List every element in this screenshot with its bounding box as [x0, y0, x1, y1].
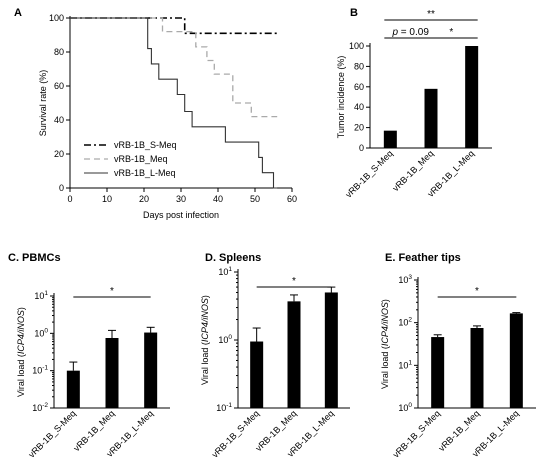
panel-c-bar-chart: C. PBMCs10-210-1100101vRB-1B_S-MeqvRB-1B…: [8, 252, 170, 460]
panel-b-bar: [424, 88, 438, 148]
panel-b-bar-chart: B020406080100vRB-1B_S-MeqvRB-1B_MeqvRB-1…: [336, 7, 492, 200]
panel-a-series-line: [70, 17, 278, 118]
panel-e-y-tick-label: 100: [398, 402, 412, 413]
panel-e-x-tick-label: vRB-1B_S-Meq: [391, 408, 442, 459]
panel-c-bar: [105, 337, 119, 408]
panel-d-y-axis-title: Viral load (ICP4/iNOS): [200, 295, 210, 385]
panel-b-y-axis-title: Tumor incidence (%): [336, 56, 346, 139]
panel-d-y-tick-label: 100: [218, 334, 232, 345]
panel-a-x-tick-label: 60: [287, 194, 297, 204]
panel-a-survival-chart: A 0 20 40 60 80 100 0 10 20 30 40 50 60 Days post infe…: [14, 7, 297, 220]
panel-a-legend-label: vRB-1B_S-Meq: [114, 140, 177, 150]
panel-d-bar-chart: D. Spleens10-1100101vRB-1B_S-MeqvRB-1B_M…: [200, 252, 350, 460]
panel-a-x-tick-label: 30: [176, 194, 186, 204]
panel-b-x-tick-label: vRB-1B_S-Meq: [343, 148, 394, 199]
panel-e-y-tick-label: 101: [398, 359, 412, 370]
panel-a-x-tick-label: 0: [67, 194, 72, 204]
panel-d-bar: [250, 341, 264, 408]
panel-d-x-tick-label: vRB-1B_S-Meq: [210, 408, 261, 459]
panel-b-y-tick-label: 0: [359, 143, 364, 153]
panel-b-x-tick-label: vRB-1B_Meq: [390, 148, 435, 193]
panel-c-y-tick-label: 100: [34, 327, 48, 338]
panel-a-letter: A: [14, 7, 22, 19]
panel-a-y-axis-title: Survival rate (%): [38, 70, 48, 137]
panel-a-y-tick-label: 100: [49, 13, 64, 23]
panel-c-y-tick-label: 10-1: [32, 365, 48, 376]
panel-b-significance-label: p = 0.09: [391, 27, 429, 38]
panel-d-bar: [287, 301, 301, 408]
panel-a-y-tick-label: 0: [59, 183, 64, 193]
panel-e-y-tick-label: 102: [398, 317, 412, 328]
panel-d-title: D. Spleens: [205, 252, 261, 264]
panel-c-bar: [66, 370, 80, 408]
panel-c-y-tick-label: 101: [34, 290, 48, 301]
panel-d-y-tick-label: 10-1: [216, 402, 232, 413]
panel-c-bar: [144, 332, 158, 408]
panel-a-y-tick-label: 40: [54, 115, 64, 125]
panel-d-y-tick-label: 101: [218, 266, 232, 277]
panel-d-significance-label: *: [292, 276, 296, 287]
panel-c-y-axis-title: Viral load (ICP4/iNOS): [16, 307, 26, 397]
panel-b-bar: [383, 130, 397, 148]
panel-b-y-tick-label: 60: [354, 82, 364, 92]
panel-a-x-tick-label: 50: [250, 194, 260, 204]
panel-c-significance-label: *: [110, 286, 114, 297]
panel-c-title: C. PBMCs: [8, 252, 61, 264]
panel-a-y-tick-label: 80: [54, 47, 64, 57]
panel-b-bar: [465, 46, 479, 148]
panel-c-x-tick-label: vRB-1B_S-Meq: [26, 408, 77, 459]
panel-a-x-tick-label: 20: [139, 194, 149, 204]
panel-e-bar: [431, 337, 445, 408]
panel-a-legend-label: vRB-1B_L-Meq: [114, 168, 176, 178]
panel-a-x-tick-label: 10: [102, 194, 112, 204]
panel-e-bar: [470, 327, 484, 408]
panel-e-y-axis-title: Viral load (ICP4/iNOS): [380, 299, 390, 389]
panel-a-x-tick-label: 40: [213, 194, 223, 204]
panel-a-series-line: [70, 17, 278, 35]
panel-e-bar-chart: E. Feather tips100101102103vRB-1B_S-Meqv…: [380, 252, 536, 460]
panel-a-y-tick-label: 60: [54, 81, 64, 91]
panel-d-bar: [324, 292, 338, 408]
panel-b-y-tick-label: 80: [354, 61, 364, 71]
panel-a-legend-label: vRB-1B_Meq: [114, 154, 168, 164]
panel-a-series-line: [70, 17, 278, 189]
panel-e-title: E. Feather tips: [385, 252, 461, 264]
panel-b-significance-label: **: [427, 9, 435, 20]
panel-b-y-tick-label: 40: [354, 102, 364, 112]
panel-b-significance-label: *: [449, 27, 453, 38]
panel-e-y-tick-label: 103: [398, 274, 412, 285]
panel-e-bar: [509, 313, 523, 408]
panel-e-significance-label: *: [475, 286, 479, 297]
panel-b-letter: B: [350, 7, 358, 19]
panel-c-y-tick-label: 10-2: [32, 402, 48, 413]
panel-b-y-tick-label: 100: [349, 41, 364, 51]
panel-a-y-tick-label: 20: [54, 149, 64, 159]
panel-b-y-tick-label: 20: [354, 123, 364, 133]
panel-a-x-axis-title: Days post infection: [143, 210, 219, 220]
